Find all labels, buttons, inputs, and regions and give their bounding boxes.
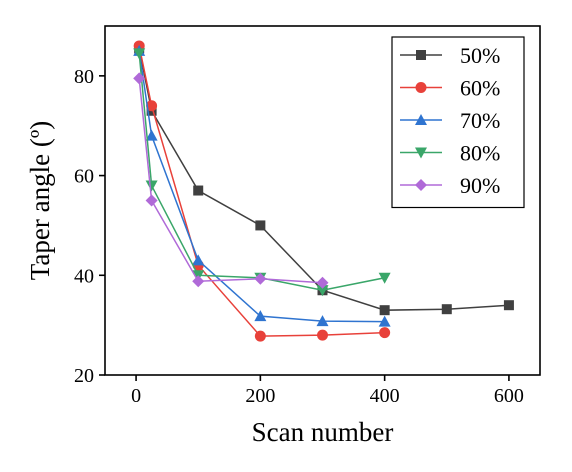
legend-marker [415, 147, 427, 159]
legend-entry: 70% [400, 108, 500, 133]
data-point [379, 305, 390, 316]
y-tick-label: 40 [74, 265, 94, 287]
legend-label: 50% [460, 43, 500, 68]
legend-label: 60% [460, 76, 500, 101]
data-point [145, 194, 158, 207]
series-4 [133, 72, 329, 289]
data-point [441, 304, 452, 315]
data-point [254, 310, 267, 322]
data-point [192, 275, 205, 288]
y-axis-title: Taper angle (º) [25, 121, 55, 280]
legend-box [391, 36, 525, 209]
axes: 0 200 400 600 20 40 60 80 [74, 25, 541, 407]
data-point [193, 185, 204, 196]
y-tick-label: 20 [74, 365, 94, 387]
y-tick-label: 60 [74, 166, 94, 188]
legend-entry: 80% [400, 141, 500, 166]
legend-marker [415, 82, 427, 93]
series-line [138, 45, 385, 337]
series-line [138, 78, 323, 284]
data-point [192, 254, 205, 266]
data-point [379, 327, 391, 339]
series-line [138, 48, 509, 311]
x-tick-label: 200 [245, 385, 275, 407]
x-tick-label: 600 [494, 385, 524, 407]
x-tick-label: 0 [131, 385, 141, 407]
data-point [316, 285, 329, 297]
data-point [378, 272, 391, 284]
data-point [145, 129, 158, 141]
legend-entry: 60% [400, 76, 500, 101]
legend-marker [415, 114, 427, 125]
y-tick-label: 80 [74, 66, 94, 88]
series-line [138, 53, 385, 292]
plot-area [133, 40, 514, 342]
data-point [145, 180, 158, 192]
data-point [378, 315, 391, 327]
series-line [138, 50, 385, 323]
legend-marker [416, 50, 426, 60]
legend-entry: 90% [400, 173, 500, 198]
data-point [133, 72, 146, 85]
data-point [503, 300, 514, 311]
data-point [254, 272, 267, 285]
data-point [133, 48, 146, 60]
data-point [255, 220, 266, 231]
data-point [316, 276, 329, 289]
x-axis-title: Scan number [252, 417, 394, 447]
x-tick-label: 400 [370, 385, 400, 407]
plot-frame [104, 25, 541, 376]
legend-entry: 50% [400, 43, 500, 68]
data-point [316, 315, 329, 327]
data-point [317, 329, 328, 341]
legend-label: 70% [460, 108, 500, 133]
legend-label: 80% [460, 141, 500, 166]
legend-marker [415, 179, 427, 191]
legend-label: 90% [460, 173, 500, 198]
data-point [146, 100, 158, 112]
series-1 [133, 40, 391, 342]
data-point [254, 330, 266, 342]
legend: 50% 60% 70% 80% 90% [391, 36, 525, 209]
